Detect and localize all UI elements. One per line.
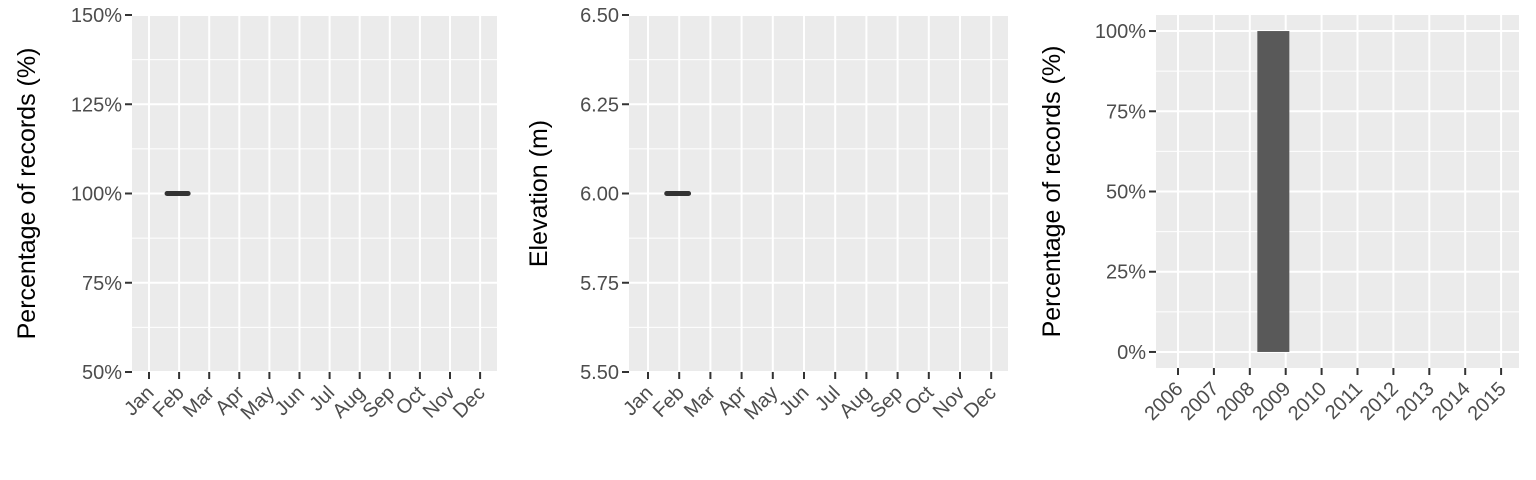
x-tick-label: 2008 <box>1212 378 1259 425</box>
x-tick-label: 2013 <box>1392 378 1439 425</box>
x-tick-label: Dec <box>960 382 1001 423</box>
x-tick-label: 2015 <box>1464 378 1511 425</box>
y-tick-label: 75% <box>1106 101 1146 123</box>
y-tick-label: 6.50 <box>580 5 619 27</box>
x-tick-label: Oct <box>901 382 939 420</box>
x-tick-label: 2007 <box>1176 378 1223 425</box>
y-tick-label: 125% <box>71 94 122 116</box>
y-axis-title: Percentage of records (%) <box>1038 46 1066 338</box>
x-tick-label: 2012 <box>1356 378 1403 425</box>
x-tick-label: Jun <box>775 382 813 420</box>
y-axis-title: Elevation (m) <box>525 120 553 267</box>
y-tick-label: 50% <box>1106 182 1146 204</box>
x-tick-label: 2014 <box>1428 378 1475 425</box>
x-tick-label: 2010 <box>1284 378 1331 425</box>
x-tick-label: Jan <box>619 382 657 420</box>
y-tick-label: 75% <box>82 273 122 295</box>
x-tick-label: Nov <box>929 382 970 423</box>
y-axis-title: Percentage of records (%) <box>13 48 41 340</box>
x-tick-label: Feb <box>649 382 689 422</box>
y-tick-label: 6.00 <box>580 184 619 206</box>
x-tick-label: 2006 <box>1141 378 1188 425</box>
x-tick-label: Dec <box>449 382 490 423</box>
y-tick-label: 0% <box>1117 342 1146 364</box>
y-tick-label: 100% <box>71 184 122 206</box>
chart-panel-2: 5.505.756.006.256.50JanFebMarAprMayJunJu… <box>525 5 1008 424</box>
x-tick-label: 2009 <box>1248 378 1295 425</box>
x-tick-label: Mar <box>680 382 720 422</box>
y-tick-label: 6.25 <box>580 94 619 116</box>
x-tick-label: Jun <box>271 382 309 420</box>
bar-2008 <box>1257 31 1290 352</box>
y-tick-label: 5.50 <box>580 362 619 384</box>
y-tick-label: 25% <box>1106 262 1146 284</box>
y-tick-label: 5.75 <box>580 273 619 295</box>
chart-panel-1: 50%75%100%125%150%JanFebMarAprMayJunJulA… <box>13 5 497 424</box>
y-tick-label: 150% <box>71 5 122 27</box>
y-tick-label: 50% <box>82 362 122 384</box>
y-tick-label: 100% <box>1095 21 1146 43</box>
chart-panel-3: 0%25%50%75%100%2006200720082009201020112… <box>1038 15 1519 425</box>
x-tick-label: 2011 <box>1321 378 1367 424</box>
